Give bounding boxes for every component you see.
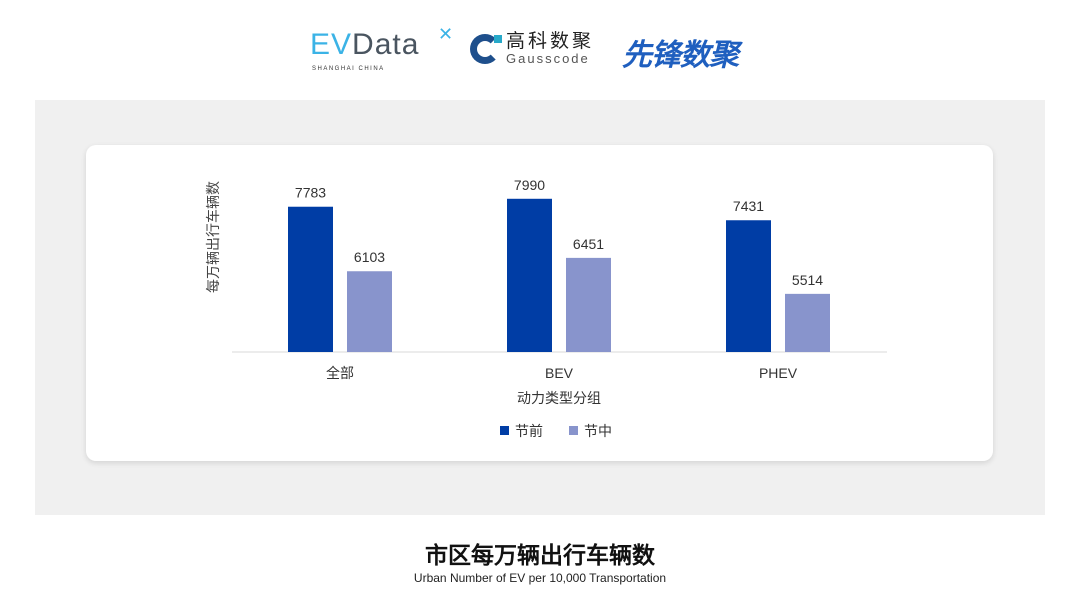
x-axis-title: 动力类型分组 xyxy=(517,390,601,406)
evdata-logo: EVData ✕ SHANGHAI CHINA xyxy=(310,24,455,72)
bar-BEV-节中 xyxy=(566,257,611,352)
xianfeng-logo: 先锋数聚 xyxy=(622,39,739,72)
x-tick-label: BEV xyxy=(545,365,574,381)
x-tick-label: PHEV xyxy=(759,365,798,381)
chart-caption-subtitle: Urban Number of EV per 10,000 Transporta… xyxy=(413,571,667,585)
data-label: 6451 xyxy=(573,236,604,252)
bar-全部-节前 xyxy=(288,206,333,352)
legend-swatch xyxy=(500,426,509,435)
data-label: 7783 xyxy=(295,185,326,201)
data-label: 5514 xyxy=(792,272,823,288)
data-label: 7431 xyxy=(733,198,764,214)
gausscode-logo: 高科数聚 Gausscode xyxy=(470,32,594,66)
chart-caption-title: 市区每万辆出行车辆数 xyxy=(425,542,655,568)
bar-全部-节中 xyxy=(347,271,392,352)
bar-BEV-节前 xyxy=(507,198,552,352)
bar-PHEV-节前 xyxy=(726,220,771,352)
data-label: 7990 xyxy=(514,177,545,193)
bar-PHEV-节中 xyxy=(785,293,830,352)
legend-label: 节前 xyxy=(515,423,543,439)
data-label: 6103 xyxy=(354,249,385,265)
legend-swatch xyxy=(569,426,578,435)
x-tick-label: 全部 xyxy=(326,365,354,381)
legend-label: 节中 xyxy=(584,423,612,439)
y-axis-title: 每万辆出行车辆数 xyxy=(205,181,221,293)
